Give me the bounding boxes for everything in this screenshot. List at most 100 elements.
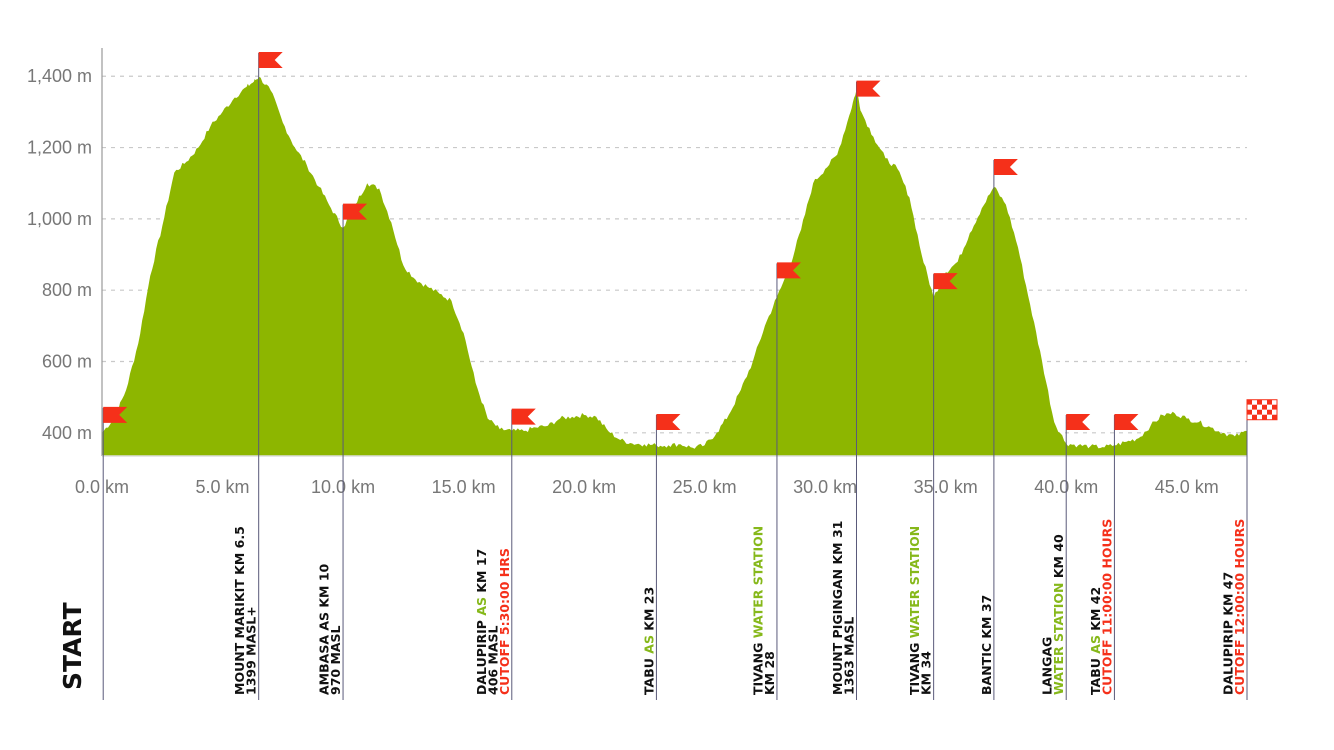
y-tick-label: 1,200 m <box>27 138 92 158</box>
flag-cell <box>1262 409 1267 415</box>
label-segment: CUTOFF 12:00:00 HOURS <box>1232 519 1247 695</box>
flag-cell <box>1272 399 1277 405</box>
flag-cell <box>1272 414 1277 420</box>
flag-cell <box>1257 399 1262 405</box>
label-segment: MOUNT MARIKIT KM 6.5 <box>232 526 247 695</box>
label-segment: AS <box>641 635 656 654</box>
x-tick-label: 0.0 km <box>75 477 129 497</box>
label-segment: LANGAG <box>1040 637 1055 695</box>
flag-cell <box>1247 399 1252 405</box>
station-label-line: KM 34 <box>919 651 934 695</box>
label-segment: WATER STATION <box>907 526 922 639</box>
flag-cell <box>1262 399 1267 405</box>
elevation-area <box>102 76 1247 456</box>
red-flag-icon <box>993 159 1018 176</box>
start-label: START <box>58 602 87 690</box>
label-segment: 406 MASL <box>485 625 500 695</box>
label-segment: MOUNT PIGINGAN KM 31 <box>830 521 845 695</box>
label-segment: TIVANG <box>750 638 765 695</box>
flag-cell <box>1252 409 1257 415</box>
flag-cell <box>1257 414 1262 420</box>
station-label-line: MOUNT MARIKIT KM 6.5 <box>232 526 247 695</box>
flag-cell <box>1272 404 1277 410</box>
label-segment: KM 23 <box>641 587 656 635</box>
flag-cell <box>1267 404 1272 410</box>
flag-cell <box>1257 404 1262 410</box>
station-label-line: KM 28 <box>762 651 777 695</box>
red-flag-icon <box>258 52 283 69</box>
red-flag-icon <box>933 273 958 290</box>
x-tick-label: 5.0 km <box>196 477 250 497</box>
flag-cell <box>1267 414 1272 420</box>
label-segment: 970 MASL <box>328 625 343 695</box>
x-tick-label: 25.0 km <box>673 477 737 497</box>
red-flag-icon <box>776 262 801 279</box>
flag-cell <box>1267 409 1272 415</box>
station-label-line: AMBASA AS KM 10 <box>317 563 332 695</box>
x-tick-label: 35.0 km <box>914 477 978 497</box>
red-flag-icon <box>1066 413 1091 430</box>
label-segment: KM 42 <box>1088 587 1103 635</box>
station-label-line: WATER STATION KM 40 <box>1051 534 1066 695</box>
label-segment: TIVANG <box>907 638 922 695</box>
red-flag-icon <box>343 203 368 220</box>
red-flag-icon <box>856 80 881 97</box>
y-tick-label: 1,000 m <box>27 209 92 229</box>
red-flag-icon <box>656 413 681 430</box>
label-segment: KM 28 <box>762 651 777 695</box>
station-marker: START <box>58 406 128 700</box>
station-label-line: LANGAG <box>1040 637 1055 695</box>
red-flag-icon <box>511 408 536 425</box>
label-segment: KM 17 <box>474 549 489 597</box>
flag-cell <box>1262 414 1267 420</box>
station-marker: BANTIC KM 37 <box>979 159 1018 700</box>
finish-flag-icon <box>1246 399 1278 421</box>
flag-cell <box>1267 399 1272 405</box>
label-segment: DALUPIRIP <box>474 616 489 695</box>
station-label-line: CUTOFF 12:00:00 HOURS <box>1232 519 1247 695</box>
x-tick-label: 30.0 km <box>793 477 857 497</box>
label-segment: CUTOFF 11:00:00 HOURS <box>1099 519 1114 695</box>
station-label-line: BANTIC KM 37 <box>979 595 994 695</box>
station-label-line: MOUNT PIGINGAN KM 31 <box>830 521 845 695</box>
flag-cell <box>1252 404 1257 410</box>
station-label-line: CUTOFF 11:00:00 HOURS <box>1099 519 1114 695</box>
label-segment: KM 40 <box>1051 534 1066 583</box>
station-label-line: TIVANG WATER STATION <box>907 526 922 695</box>
label-segment: 1399 MASL+ <box>244 606 259 695</box>
flag-cell <box>1252 414 1257 420</box>
flag-cell <box>1257 409 1262 415</box>
station-label-line: 1363 MASL <box>841 617 856 695</box>
axes: 400 m 600 m 800 m 1,000 m 1,200 m 1,400 m 0.0 … <box>27 48 1247 497</box>
flag-cell <box>1252 399 1257 405</box>
label-segment: AS <box>1088 635 1103 654</box>
flag-cell <box>1247 409 1252 415</box>
x-tick-label: 15.0 km <box>432 477 496 497</box>
y-tick-label: 800 m <box>42 280 92 300</box>
label-segment: START <box>58 602 87 690</box>
label-segment: CUTOFF 5:30:00 HRS <box>497 548 512 695</box>
flag-border <box>1246 399 1278 421</box>
label-segment: AS <box>474 597 489 616</box>
station-label-line: 1399 MASL+ <box>244 606 259 695</box>
elevation-fill <box>102 76 1247 456</box>
flag-cell <box>1262 404 1267 410</box>
station-label-line: 406 MASL <box>485 625 500 695</box>
y-tick-label: 400 m <box>42 423 92 443</box>
flag-cell <box>1247 404 1252 410</box>
label-segment: KM 34 <box>919 651 934 695</box>
flag-cell <box>1272 409 1277 415</box>
red-flag-icon <box>1114 413 1139 430</box>
y-tick-label: 1,400 m <box>27 66 92 86</box>
y-tick-label: 600 m <box>42 352 92 372</box>
x-tick-label: 45.0 km <box>1155 477 1219 497</box>
label-segment: 1363 MASL <box>841 617 856 695</box>
